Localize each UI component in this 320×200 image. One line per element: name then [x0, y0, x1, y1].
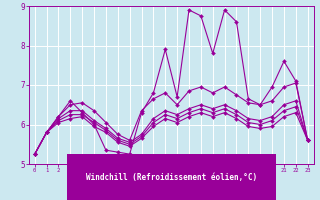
X-axis label: Windchill (Refroidissement éolien,°C): Windchill (Refroidissement éolien,°C) [86, 173, 257, 182]
